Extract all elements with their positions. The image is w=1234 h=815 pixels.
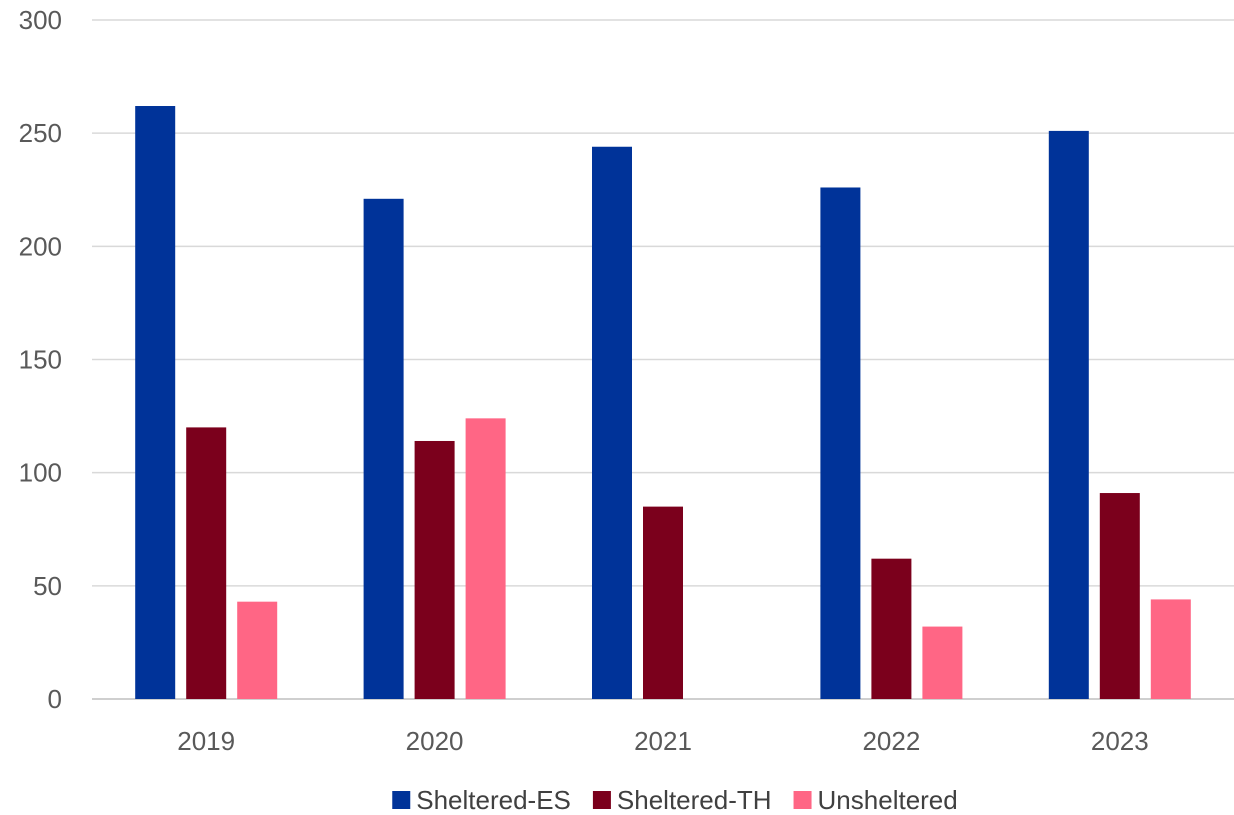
bar-unsheltered-2020 [465,418,506,699]
x-tick-label: 2019 [177,726,235,756]
bar-unsheltered-2022 [922,626,963,699]
y-tick-label: 150 [19,345,62,375]
y-tick-label: 0 [48,684,62,714]
legend-item: Sheltered-ES [392,785,571,815]
x-axis-tick-labels: 2019 2020 2021 2022 2023 [177,726,1148,756]
x-tick-label: 2022 [862,726,920,756]
legend-item: Sheltered-TH [592,785,772,815]
legend-label: Unsheltered [818,785,958,815]
bars [135,106,1191,700]
bar-sheltered-th-2021 [643,506,683,699]
y-tick-label: 250 [19,118,62,148]
x-tick-label: 2021 [634,726,692,756]
y-axis-tick-labels: 0 50 100 150 200 250 300 [19,5,62,714]
y-tick-label: 100 [19,458,62,488]
bar-sheltered-th-2019 [186,427,227,699]
bar-sheltered-es-2020 [363,198,404,699]
y-tick-label: 50 [33,571,62,601]
bar-sheltered-es-2021 [592,146,632,699]
y-tick-label: 200 [19,231,62,261]
bar-sheltered-es-2022 [820,187,861,699]
bar-unsheltered-2019 [237,601,278,699]
gridlines [92,19,1234,700]
legend-swatch [592,791,611,809]
legend-swatch [793,791,812,809]
legend: Sheltered-ES Sheltered-TH Unsheltered [392,785,958,815]
bar-sheltered-es-2023 [1048,130,1089,700]
y-tick-label: 300 [19,5,62,35]
bar-sheltered-es-2019 [135,106,176,700]
legend-item: Unsheltered [793,785,958,815]
bar-sheltered-th-2022 [871,558,912,699]
bar-sheltered-th-2020 [414,440,455,699]
x-tick-label: 2023 [1091,726,1149,756]
bar-sheltered-th-2023 [1099,493,1140,699]
legend-swatch [392,791,411,809]
legend-label: Sheltered-ES [416,785,571,815]
x-tick-label: 2020 [406,726,464,756]
bar-unsheltered-2023 [1150,599,1191,699]
legend-label: Sheltered-TH [617,785,772,815]
